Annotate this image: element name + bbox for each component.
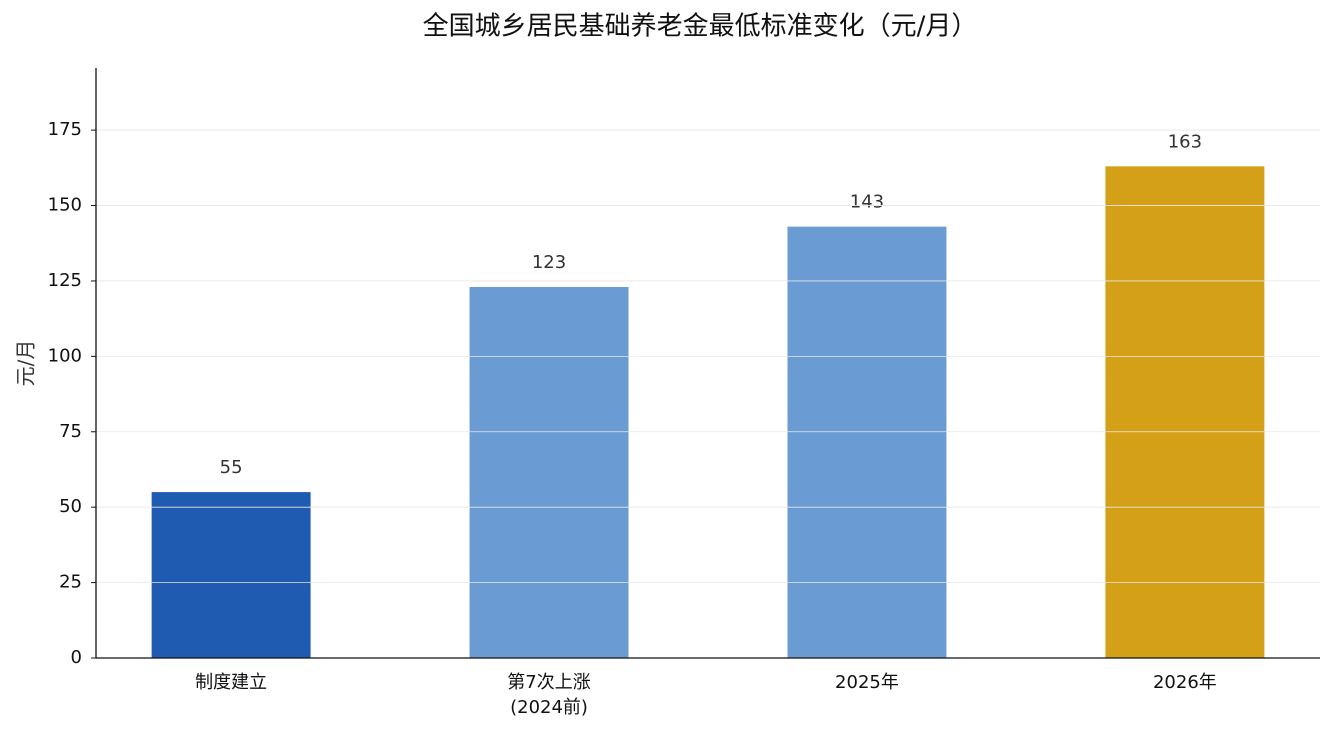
bar <box>469 286 629 658</box>
y-tick-label: 175 <box>48 119 82 140</box>
x-tick-label: 2026年 <box>1153 672 1217 693</box>
y-tick-label: 0 <box>71 647 82 668</box>
y-tick-label: 125 <box>48 270 82 291</box>
y-tick-label: 75 <box>59 421 82 442</box>
value-label: 55 <box>220 457 243 478</box>
y-tick-label: 50 <box>59 496 82 517</box>
value-label: 143 <box>850 192 884 213</box>
value-label: 163 <box>1168 131 1202 152</box>
bar <box>787 226 947 659</box>
x-tick-label: 2025年 <box>835 672 899 693</box>
y-tick-label: 25 <box>59 572 82 593</box>
chart-title: 全国城乡居民基础养老金最低标准变化（元/月） <box>423 12 978 42</box>
value-label: 123 <box>532 252 566 273</box>
x-tick-label: 第7次上涨(2024前) <box>507 672 590 718</box>
y-tick-label: 100 <box>48 345 82 366</box>
bar <box>1105 166 1265 659</box>
x-tick-label: 制度建立 <box>195 672 267 693</box>
y-axis-label: 元/月 <box>14 340 38 387</box>
y-tick-label: 150 <box>48 195 82 216</box>
bar <box>151 492 311 658</box>
